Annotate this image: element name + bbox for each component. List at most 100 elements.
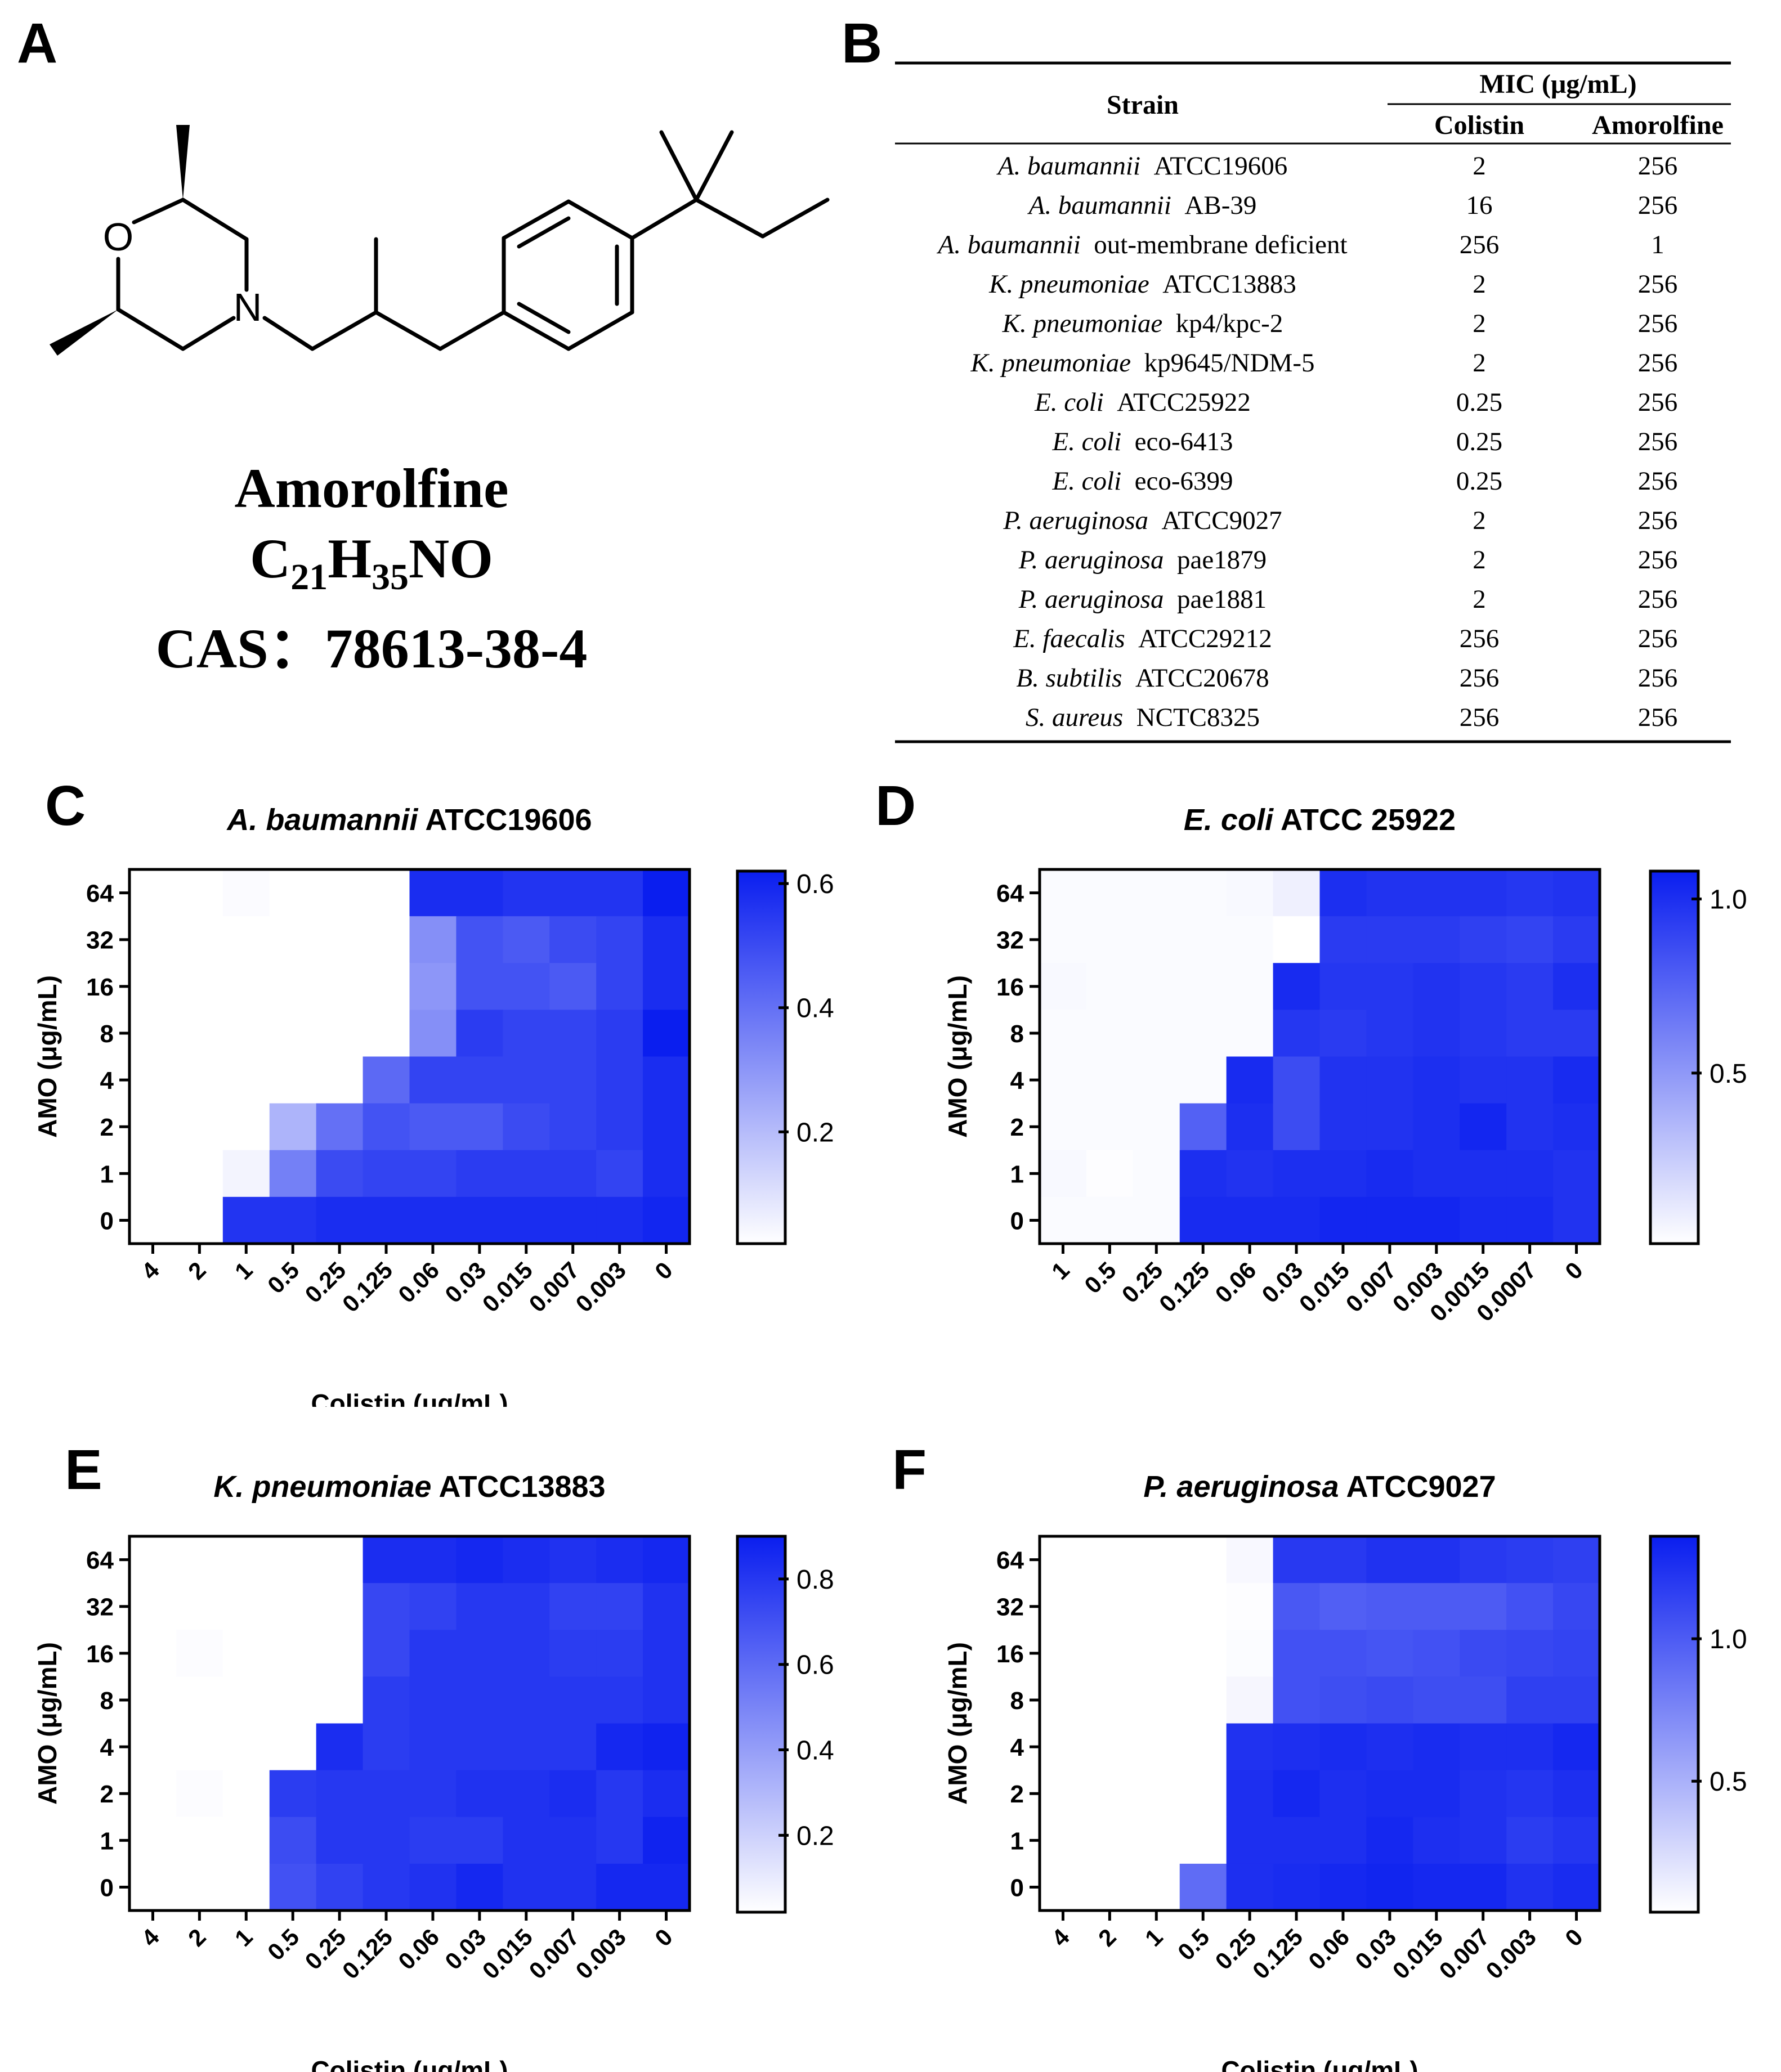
heatmap-cell <box>1553 1817 1600 1864</box>
x-tick-label: 0.007 <box>1341 1257 1402 1317</box>
table-row-amorolfine-mic: 256 <box>1638 270 1678 299</box>
table-row-genus: E. coli <box>1051 467 1121 496</box>
bond-c5-c6 <box>116 307 185 351</box>
table-row-strain-name: kp9645/NDM-5 <box>1131 348 1314 378</box>
table-row-genus: P. aeruginosa <box>1003 506 1148 535</box>
y-tick-label: 32 <box>86 1594 114 1621</box>
table-row-genus: B. subtilis <box>1016 663 1122 693</box>
heatmap-cell <box>1040 1630 1087 1677</box>
heatmap-cell <box>1040 1103 1087 1151</box>
y-tick-label: 32 <box>86 927 114 954</box>
heatmap-cell <box>643 916 690 963</box>
heatmap-cell <box>1133 869 1180 917</box>
heatmap-cell <box>503 1723 550 1771</box>
heatmap-cell <box>596 1817 643 1864</box>
x-tick-label: 0.5 <box>1079 1257 1121 1299</box>
heatmap-cell <box>269 1010 317 1057</box>
table-row-colistin-mic: 0.25 <box>1456 467 1502 496</box>
bond-ring-1 <box>502 310 571 351</box>
heatmap-cell <box>1133 1150 1180 1198</box>
heatmap-cell <box>1319 1010 1367 1057</box>
heatmap-cell <box>1133 1723 1180 1771</box>
heatmap-cell <box>1226 1583 1274 1630</box>
heatmap-cell <box>1273 1770 1321 1818</box>
heatmap-cell <box>1133 1676 1180 1724</box>
y-tick-label: 4 <box>1010 1067 1024 1095</box>
colorbar <box>736 869 787 1245</box>
heatmap-cell <box>503 1863 550 1911</box>
heatmap-cell <box>596 1196 643 1244</box>
y-tick-label: 0 <box>1010 1874 1024 1901</box>
heatmap-cell <box>316 1010 364 1057</box>
table-row-amorolfine-mic: 256 <box>1638 545 1678 575</box>
table-row-genus: E. coli <box>1051 427 1121 456</box>
x-tick-label: 0.5 <box>262 1257 305 1299</box>
heatmap-cell <box>409 1863 457 1911</box>
chart-title-strain: ATCC9027 <box>1339 1470 1496 1504</box>
table-row-amorolfine-mic: 256 <box>1638 151 1678 181</box>
heatmap-cell <box>1086 1056 1134 1104</box>
y-tick-label: 4 <box>100 1067 114 1095</box>
chart-title-strain: ATCC19606 <box>418 803 592 837</box>
table-row-colistin-mic: 2 <box>1473 348 1486 378</box>
x-tick-label: 0.06 <box>393 1923 444 1975</box>
heatmap-cell <box>1366 1723 1413 1771</box>
table-row-strain-name: eco-6413 <box>1121 427 1233 456</box>
colorbar <box>1649 869 1700 1245</box>
x-axis-label: Colistin (μg/mL) <box>1221 1403 1418 1407</box>
heatmap-cell <box>643 1536 690 1584</box>
heatmap-cell <box>129 1583 177 1630</box>
heatmap-cell <box>1553 1056 1600 1104</box>
heatmap-cell <box>643 869 690 917</box>
table-row-genus: K. pneumoniae <box>1002 309 1163 338</box>
y-tick-label: 1 <box>1010 1827 1024 1855</box>
y-tick-label: 2 <box>100 1781 114 1808</box>
x-tick-label: 4 <box>136 1923 164 1952</box>
heatmap-cell <box>316 963 364 1010</box>
y-tick-label: 8 <box>100 1687 114 1715</box>
heatmap-cell <box>1506 1150 1554 1198</box>
heatmap-cell <box>409 1583 457 1630</box>
colorbar-tick-label: 0.5 <box>1710 1059 1747 1089</box>
heatmap-cell <box>269 1056 317 1104</box>
table-row-genus: S. aureus <box>1026 703 1123 732</box>
bond-ch2-ch3 <box>760 198 830 239</box>
x-tick-label: 0.125 <box>1247 1923 1308 1984</box>
bond-ring-inner-3 <box>517 302 571 334</box>
heatmap-cell <box>1040 1583 1087 1630</box>
heatmap-cell <box>503 869 550 917</box>
x-tick-label: 0 <box>1560 1923 1588 1952</box>
y-tick-label: 16 <box>86 974 114 1001</box>
heatmap-cell <box>409 1723 457 1771</box>
heatmap-cell <box>1179 1150 1227 1198</box>
heatmap-cell <box>1179 1723 1227 1771</box>
heatmap-cell <box>549 1583 597 1630</box>
formula-h: H <box>328 527 372 590</box>
heatmap-cell <box>503 1103 550 1151</box>
heatmap-cell <box>176 916 223 963</box>
heatmap-cell <box>1366 1536 1413 1584</box>
colorbar-tick-label: 0.4 <box>796 1736 834 1766</box>
heatmap-cell <box>1273 1010 1321 1057</box>
heatmap-cell <box>1553 1723 1600 1771</box>
heatmap-cell <box>456 1196 503 1244</box>
table-row-genus: A. baumannii <box>1027 191 1171 220</box>
heatmap-cell <box>643 1723 690 1771</box>
heatmap-cell <box>596 1536 643 1584</box>
bond-cq-me1 <box>659 130 699 202</box>
heatmap-cell <box>129 1150 177 1198</box>
table-row-amorolfine-mic: 256 <box>1638 388 1678 417</box>
table-row-strain-name: ATCC25922 <box>1104 388 1251 417</box>
y-tick-label: 2 <box>100 1114 114 1141</box>
heatmap-cell <box>1086 869 1134 917</box>
table-row-strain: E. coli eco-6413 <box>1051 427 1233 456</box>
heatmap-cell <box>176 1817 223 1864</box>
table-row-genus: E. coli <box>1034 388 1104 417</box>
heatmap-cell <box>316 1583 364 1630</box>
table-row-amorolfine-mic: 256 <box>1638 309 1678 338</box>
heatmap-cell <box>1553 1150 1600 1198</box>
colorbar-tick-label: 0.2 <box>796 1821 834 1851</box>
heatmap-cell <box>1319 1817 1367 1864</box>
heatmap-cell <box>269 963 317 1010</box>
heatmap-cell <box>503 1056 550 1104</box>
